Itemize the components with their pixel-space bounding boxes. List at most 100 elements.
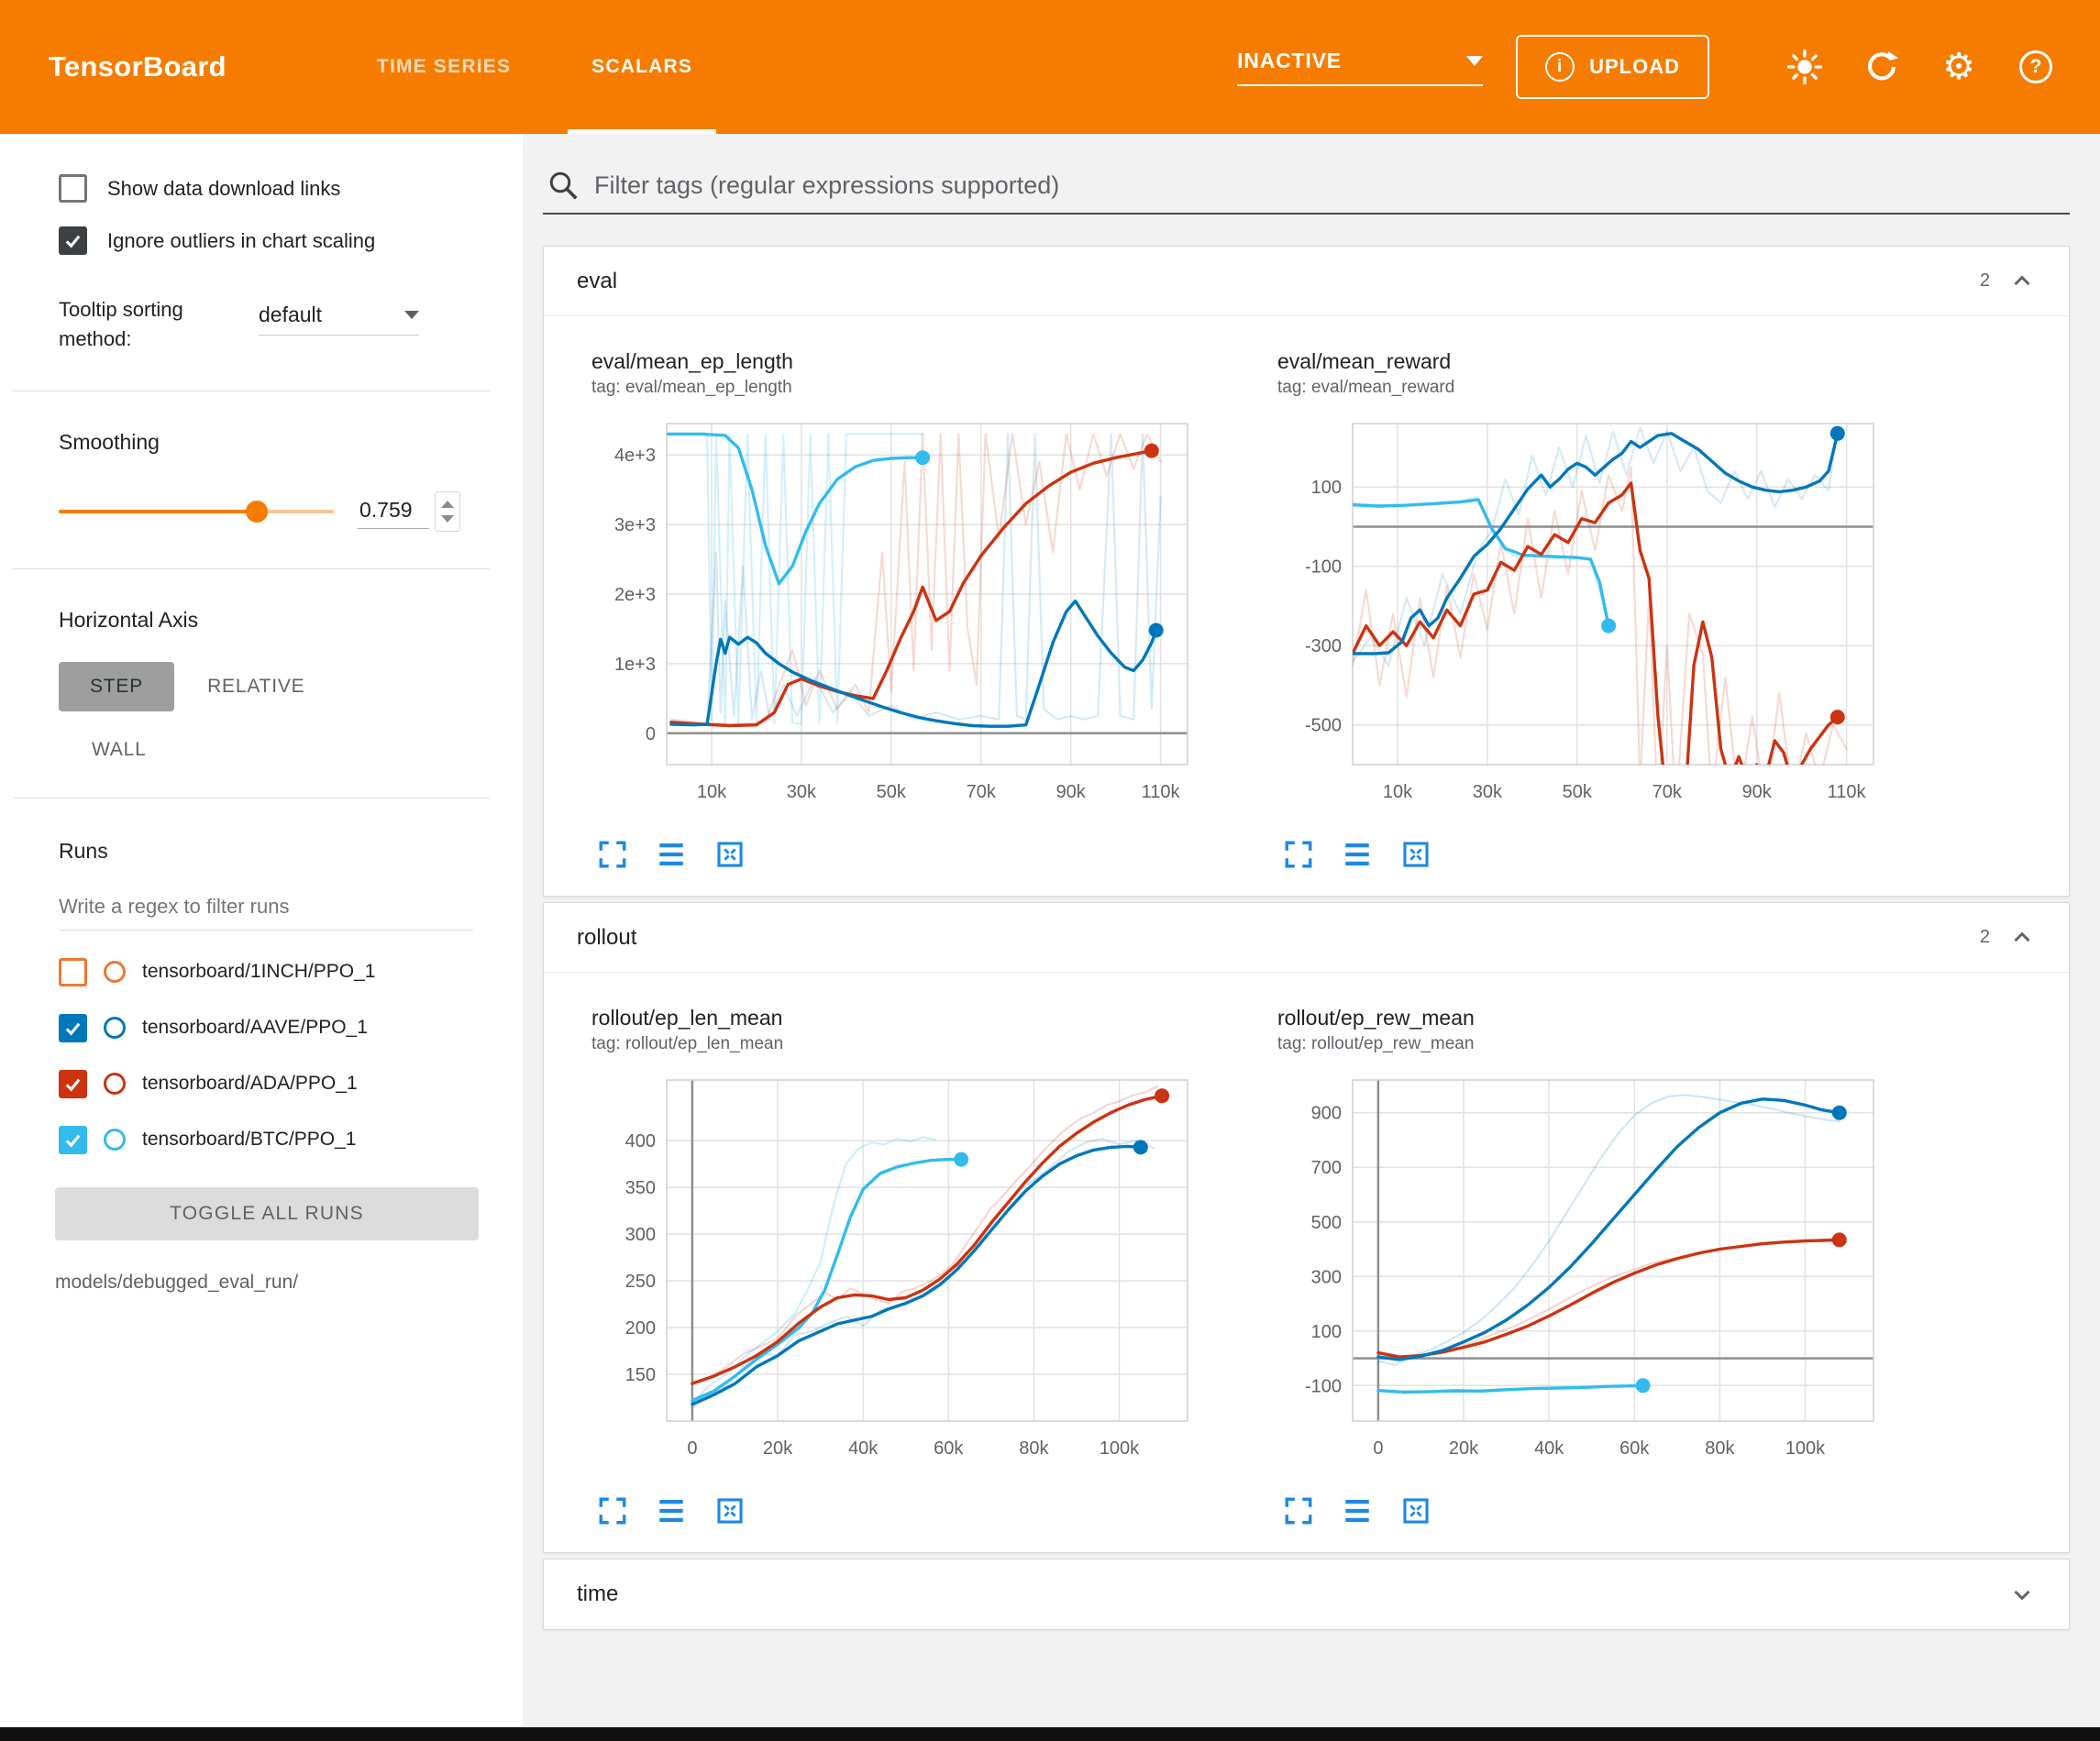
data-table-icon[interactable]: [656, 839, 687, 870]
fit-domain-icon[interactable]: [1400, 839, 1431, 870]
tab-label: TIME SERIES: [376, 56, 512, 77]
tag-filter-input[interactable]: [594, 171, 2070, 200]
chart-svg: 10k 30k 50k 70k 90k 110k 100 -100 -300 -500: [1305, 423, 1874, 802]
run-checkbox[interactable]: [59, 1125, 87, 1154]
run-color-icon: [104, 1017, 126, 1040]
refresh-icon[interactable]: [1862, 47, 1902, 87]
tag-filter: [543, 169, 2070, 215]
tab-label: SCALARS: [591, 56, 693, 77]
section-time: time: [543, 1559, 2070, 1630]
run-checkbox[interactable]: [59, 1013, 87, 1042]
svg-text:20k: 20k: [1449, 1438, 1479, 1459]
svg-text:300: 300: [625, 1225, 656, 1245]
show-download-links-checkbox[interactable]: Show data download links: [59, 174, 523, 203]
section-rollout: rollout 2 rollout/ep_len_mean tag: rollo…: [543, 902, 2070, 1553]
svg-text:110k: 110k: [1828, 782, 1867, 802]
step-down-icon[interactable]: [441, 514, 454, 523]
collapse-section-icon[interactable]: [2008, 924, 2036, 952]
tooltip-sorting-select[interactable]: default: [259, 303, 419, 336]
run-row-aave[interactable]: tensorboard/AAVE/PPO_1: [59, 1013, 523, 1042]
tooltip-sorting-label: Tooltip sorting method:: [59, 298, 183, 350]
section-header[interactable]: rollout 2: [544, 903, 2069, 973]
app-title: TensorBoard: [49, 50, 227, 83]
svg-text:0: 0: [1373, 1438, 1383, 1459]
tab-scalars[interactable]: SCALARS: [551, 0, 733, 134]
run-checkbox[interactable]: [59, 1069, 87, 1098]
smoothing-slider[interactable]: [59, 500, 334, 523]
ignore-outliers-checkbox[interactable]: Ignore outliers in chart scaling: [59, 226, 523, 255]
toggle-all-runs-button[interactable]: TOGGLE ALL RUNS: [55, 1186, 479, 1240]
collapse-section-icon[interactable]: [2008, 268, 2036, 295]
svg-text:30k: 30k: [1473, 782, 1503, 802]
chart-rollout-ep-rew-mean: rollout/ep_rew_mean tag: rollout/ep_rew_…: [1268, 1000, 1954, 1530]
axis-relative-button[interactable]: RELATIVE: [207, 675, 305, 697]
fit-domain-icon[interactable]: [714, 839, 746, 870]
svg-text:4e+3: 4e+3: [614, 446, 656, 466]
expand-chart-icon[interactable]: [1283, 839, 1314, 870]
expand-chart-icon[interactable]: [597, 1495, 628, 1526]
chevron-down-icon: [404, 311, 419, 319]
run-checkbox[interactable]: [59, 957, 87, 986]
status-label: INACTIVE: [1237, 48, 1342, 72]
run-color-icon: [104, 1073, 126, 1096]
svg-text:50k: 50k: [877, 782, 907, 802]
stepper-icon[interactable]: [435, 490, 460, 532]
smoothing-value-input[interactable]: [358, 493, 429, 529]
svg-text:500: 500: [1311, 1213, 1342, 1233]
run-row-ada[interactable]: tensorboard/ADA/PPO_1: [59, 1069, 523, 1098]
run-row-btc[interactable]: tensorboard/BTC/PPO_1: [59, 1125, 523, 1154]
expand-chart-icon[interactable]: [1283, 1495, 1314, 1526]
chart-tag: tag: eval/mean_ep_length: [591, 378, 792, 397]
svg-text:60k: 60k: [1619, 1438, 1650, 1459]
section-header[interactable]: eval 2: [544, 247, 2069, 316]
main-content: eval 2 eval/mean_ep_length tag: eval/mea…: [523, 134, 2100, 1727]
axis-step-button[interactable]: STEP: [59, 661, 175, 711]
smoothing-value: [358, 490, 460, 532]
chart-svg: 0 20k 40k 60k 80k 100k 150 200 250 300 350 400: [625, 1079, 1188, 1459]
expand-section-icon[interactable]: [2008, 1581, 2036, 1608]
tab-time-series[interactable]: TIME SERIES: [337, 0, 551, 134]
search-icon: [549, 171, 578, 200]
svg-text:3e+3: 3e+3: [614, 515, 656, 535]
run-color-icon: [104, 1129, 126, 1151]
chart-canvas[interactable]: 10k 30k 50k 70k 90k 110k 0 1e+3 2e+3 3e+3 4e+3: [582, 411, 1215, 830]
svg-text:90k: 90k: [1056, 782, 1087, 802]
data-table-icon[interactable]: [1342, 1495, 1373, 1526]
upload-button[interactable]: i UPLOAD: [1516, 35, 1709, 99]
checkbox-icon: [59, 226, 87, 255]
section-title: eval: [577, 268, 618, 293]
refresh-svg: [1868, 50, 1899, 81]
svg-text:10k: 10k: [1383, 782, 1413, 802]
axis-wall-button[interactable]: WALL: [92, 738, 147, 760]
chart-title: eval/mean_ep_length: [591, 349, 793, 373]
step-up-icon[interactable]: [441, 500, 454, 508]
chart-canvas[interactable]: 0 20k 40k 60k 80k 100k -100 100 300 500 700 900: [1268, 1067, 1901, 1486]
brightness-icon[interactable]: [1785, 47, 1825, 87]
help-icon[interactable]: ?: [2016, 47, 2056, 87]
chevron-down-icon: [1466, 55, 1484, 66]
settings-icon[interactable]: ⚙: [1942, 47, 1975, 87]
chart-canvas[interactable]: 0 20k 40k 60k 80k 100k 150 200 250 300 350 400: [582, 1067, 1215, 1486]
svg-text:-500: -500: [1305, 716, 1342, 736]
data-table-icon[interactable]: [656, 1495, 687, 1526]
run-label: tensorboard/1INCH/PPO_1: [142, 961, 376, 983]
run-row-1inch[interactable]: tensorboard/1INCH/PPO_1: [59, 957, 523, 986]
runs-filter-input[interactable]: [59, 890, 473, 931]
brightness-svg: [1786, 49, 1823, 85]
svg-text:2e+3: 2e+3: [614, 585, 656, 605]
svg-text:-100: -100: [1305, 557, 1342, 578]
chart-tag: tag: rollout/ep_rew_mean: [1277, 1034, 1475, 1053]
section-header[interactable]: time: [544, 1559, 2069, 1629]
chart-svg: 0 20k 40k 60k 80k 100k -100 100 300 500 700 900: [1305, 1079, 1874, 1459]
fit-domain-icon[interactable]: [1400, 1495, 1431, 1526]
data-table-icon[interactable]: [1342, 839, 1373, 870]
status-dropdown[interactable]: INACTIVE: [1237, 48, 1484, 86]
smoothing-label: Smoothing: [59, 429, 160, 454]
slider-knob[interactable]: [246, 500, 268, 523]
svg-text:100k: 100k: [1785, 1438, 1826, 1459]
chart-canvas[interactable]: 10k 30k 50k 70k 90k 110k 100 -100 -300 -500: [1268, 411, 1901, 830]
header-actions: INACTIVE i UPLOAD ⚙: [1237, 35, 2056, 99]
expand-chart-icon[interactable]: [597, 839, 628, 870]
fit-domain-icon[interactable]: [714, 1495, 746, 1526]
smoothing-controls: [59, 490, 523, 532]
